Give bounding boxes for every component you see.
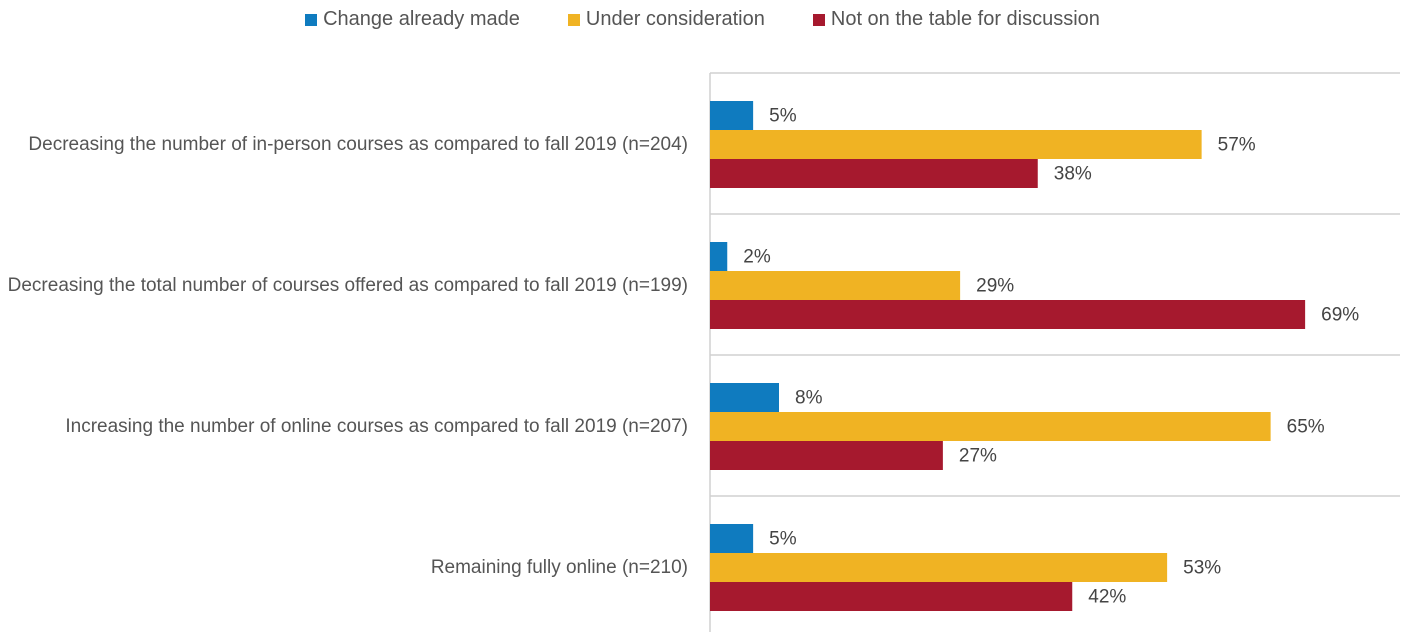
legend-label: Not on the table for discussion	[830, 8, 1100, 30]
legend-label: Change already made	[323, 8, 520, 30]
legend: Change already made Under consideration No…	[0, 8, 1405, 31]
value-label: 8%	[795, 388, 823, 409]
value-label: 5%	[769, 529, 797, 550]
value-label: 69%	[1321, 305, 1359, 326]
legend-swatch	[305, 13, 318, 26]
legend-swatch	[567, 13, 580, 26]
bar	[710, 582, 1073, 611]
value-label: 5%	[769, 106, 797, 127]
bar	[710, 412, 1271, 441]
bar	[710, 242, 728, 271]
category-label: Decreasing the total number of courses o…	[0, 271, 688, 301]
value-label: 2%	[743, 247, 771, 268]
bar	[710, 383, 779, 412]
bar	[710, 271, 961, 300]
value-label: 53%	[1183, 558, 1221, 579]
value-label: 38%	[1054, 164, 1092, 185]
bar	[710, 524, 754, 553]
category-label: Remaining fully online (n=210)	[0, 553, 688, 583]
bar	[710, 553, 1168, 582]
legend-item: Change already made	[305, 8, 520, 31]
bar	[710, 159, 1038, 188]
category-text: Increasing the number of online courses …	[65, 415, 688, 437]
value-label: 65%	[1287, 417, 1325, 438]
value-label: 57%	[1218, 135, 1256, 156]
bar	[710, 300, 1306, 329]
category-label: Increasing the number of online courses …	[0, 412, 688, 442]
legend-item: Not on the table for discussion	[812, 8, 1100, 31]
legend-item: Under consideration	[567, 8, 765, 31]
legend-swatch	[812, 13, 825, 26]
category-label: Decreasing the number of in-person cours…	[0, 130, 688, 160]
category-text: Decreasing the number of in-person cours…	[28, 133, 688, 155]
category-text: Decreasing the total number of courses o…	[7, 274, 688, 296]
bar	[710, 101, 754, 130]
value-label: 27%	[959, 446, 997, 467]
bar	[710, 130, 1202, 159]
bar	[710, 441, 943, 470]
category-text: Remaining fully online (n=210)	[430, 556, 688, 578]
value-label: 42%	[1088, 587, 1126, 608]
legend-label: Under consideration	[585, 8, 765, 30]
value-label: 29%	[976, 276, 1014, 297]
